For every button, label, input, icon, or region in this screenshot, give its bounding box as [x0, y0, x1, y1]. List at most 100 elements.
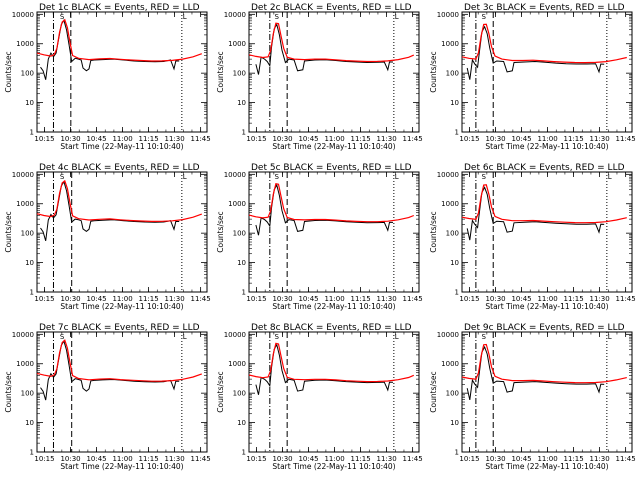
- plot-frame: [461, 171, 633, 293]
- y-tick-label: 1000: [16, 200, 34, 208]
- plot-frame: [248, 331, 420, 453]
- x-tick-label: 10:15: [459, 295, 479, 303]
- x-tick-label: 11:45: [191, 135, 211, 143]
- panel-title: Det 8c BLACK = Events, RED = LLD: [251, 323, 412, 333]
- x-tick-label: 10:15: [459, 455, 479, 463]
- x-tick-label: 11:45: [191, 295, 211, 303]
- y-tick-label: 10000: [437, 171, 459, 179]
- x-tick-label: 11:00: [112, 455, 132, 463]
- lld-series-line: [461, 184, 627, 224]
- y-tick-label: 1000: [441, 40, 459, 48]
- x-tick-label: 11:30: [377, 455, 397, 463]
- y-tick-label: 1: [30, 289, 34, 297]
- y-tick-label: 1000: [441, 360, 459, 368]
- x-axis-label: Start Time (22-May-11 10:10:40): [485, 462, 608, 471]
- l-marker-label: L: [183, 173, 187, 181]
- y-tick-label: 1: [242, 289, 246, 297]
- y-tick-label: 100: [233, 70, 246, 78]
- lld-series-line: [461, 343, 627, 384]
- l-marker-label: L: [395, 13, 399, 21]
- events-series-line: [255, 23, 393, 75]
- s-marker-label: S: [275, 333, 280, 341]
- s-marker-label: S: [60, 13, 65, 21]
- lld-series-line: [248, 342, 415, 383]
- lld-series-line: [36, 179, 203, 223]
- y-tick-label: 10: [450, 419, 459, 427]
- events-series-line: [466, 25, 605, 80]
- y-tick-label: 10: [237, 99, 246, 107]
- y-axis-label: Counts/sec: [429, 211, 438, 252]
- panel-title: Det 2c BLACK = Events, RED = LLD: [251, 3, 412, 13]
- events-series-line: [40, 180, 180, 241]
- x-tick-label: 10:15: [246, 135, 266, 143]
- x-tick-label: 10:45: [511, 135, 531, 143]
- lld-series-line: [461, 23, 627, 64]
- x-tick-label: 10:15: [34, 295, 54, 303]
- panel-det-4: Det 4c BLACK = Events, RED = LLD 1 10 100 10…: [4, 163, 211, 311]
- x-tick-label: 11:30: [165, 135, 185, 143]
- s-marker-label: S: [60, 173, 65, 181]
- x-tick-label: 10:30: [485, 135, 505, 143]
- y-tick-label: 1000: [16, 360, 34, 368]
- y-tick-label: 100: [446, 70, 459, 78]
- x-tick-label: 11:45: [403, 455, 423, 463]
- x-axis-label: Start Time (22-May-11 10:10:40): [485, 142, 608, 151]
- x-axis-label: Start Time (22-May-11 10:10:40): [272, 462, 395, 471]
- x-tick-label: 10:30: [272, 295, 292, 303]
- x-tick-label: 11:30: [377, 295, 397, 303]
- x-tick-label: 11:00: [112, 135, 132, 143]
- x-tick-label: 10:15: [246, 455, 266, 463]
- plot-frame: [461, 11, 633, 133]
- panel-title: Det 9c BLACK = Events, RED = LLD: [464, 323, 625, 333]
- y-tick-label: 1000: [228, 200, 246, 208]
- panel-title: Det 4c BLACK = Events, RED = LLD: [39, 163, 200, 173]
- x-tick-label: 11:00: [537, 295, 557, 303]
- panel-det-5: Det 5c BLACK = Events, RED = LLD 1 10 100 10…: [216, 163, 423, 311]
- y-tick-label: 1: [242, 129, 246, 137]
- lld-series-line: [36, 339, 203, 382]
- y-tick-label: 10000: [437, 11, 459, 19]
- x-tick-label: 11:15: [138, 135, 158, 143]
- plot-frame: [36, 331, 208, 453]
- x-tick-label: 11:00: [537, 455, 557, 463]
- plot-frame: [248, 11, 420, 133]
- x-tick-label: 11:45: [616, 135, 636, 143]
- x-tick-label: 10:45: [86, 455, 106, 463]
- x-tick-label: 10:45: [86, 295, 106, 303]
- y-tick-label: 10: [25, 419, 34, 427]
- panel-det-6: Det 6c BLACK = Events, RED = LLD 1 10 100 10…: [429, 163, 636, 311]
- lld-series-line: [248, 182, 415, 223]
- x-tick-label: 11:45: [403, 295, 423, 303]
- y-axis-label: Counts/sec: [4, 371, 13, 412]
- y-axis-label: Counts/sec: [216, 371, 225, 412]
- x-tick-label: 10:45: [511, 455, 531, 463]
- l-marker-label: L: [608, 13, 612, 21]
- y-tick-label: 100: [233, 230, 246, 238]
- y-tick-label: 1: [30, 449, 34, 457]
- x-tick-label: 10:30: [485, 295, 505, 303]
- x-tick-label: 11:45: [616, 295, 636, 303]
- x-tick-label: 11:15: [138, 455, 158, 463]
- x-axis-label: Start Time (22-May-11 10:10:40): [60, 142, 183, 151]
- s-marker-label: S: [481, 173, 486, 181]
- y-tick-label: 100: [21, 390, 34, 398]
- y-tick-label: 100: [21, 230, 34, 238]
- y-tick-label: 100: [233, 390, 246, 398]
- x-tick-label: 11:45: [191, 455, 211, 463]
- x-tick-label: 11:15: [563, 295, 583, 303]
- x-tick-label: 11:45: [403, 135, 423, 143]
- l-marker-label: L: [183, 13, 187, 21]
- x-axis-label: Start Time (22-May-11 10:10:40): [60, 462, 183, 471]
- s-marker-label: S: [275, 13, 280, 21]
- y-tick-label: 10: [25, 99, 34, 107]
- panel-title: Det 7c BLACK = Events, RED = LLD: [39, 323, 200, 333]
- y-tick-label: 10000: [12, 331, 34, 339]
- panel-title: Det 1c BLACK = Events, RED = LLD: [39, 3, 200, 13]
- x-tick-label: 10:45: [511, 295, 531, 303]
- x-tick-label: 11:00: [324, 295, 344, 303]
- x-tick-label: 10:30: [60, 455, 80, 463]
- x-tick-label: 10:30: [272, 135, 292, 143]
- x-tick-label: 11:15: [563, 455, 583, 463]
- panel-det-1: Det 1c BLACK = Events, RED = LLD 1 10 100 10…: [4, 3, 211, 151]
